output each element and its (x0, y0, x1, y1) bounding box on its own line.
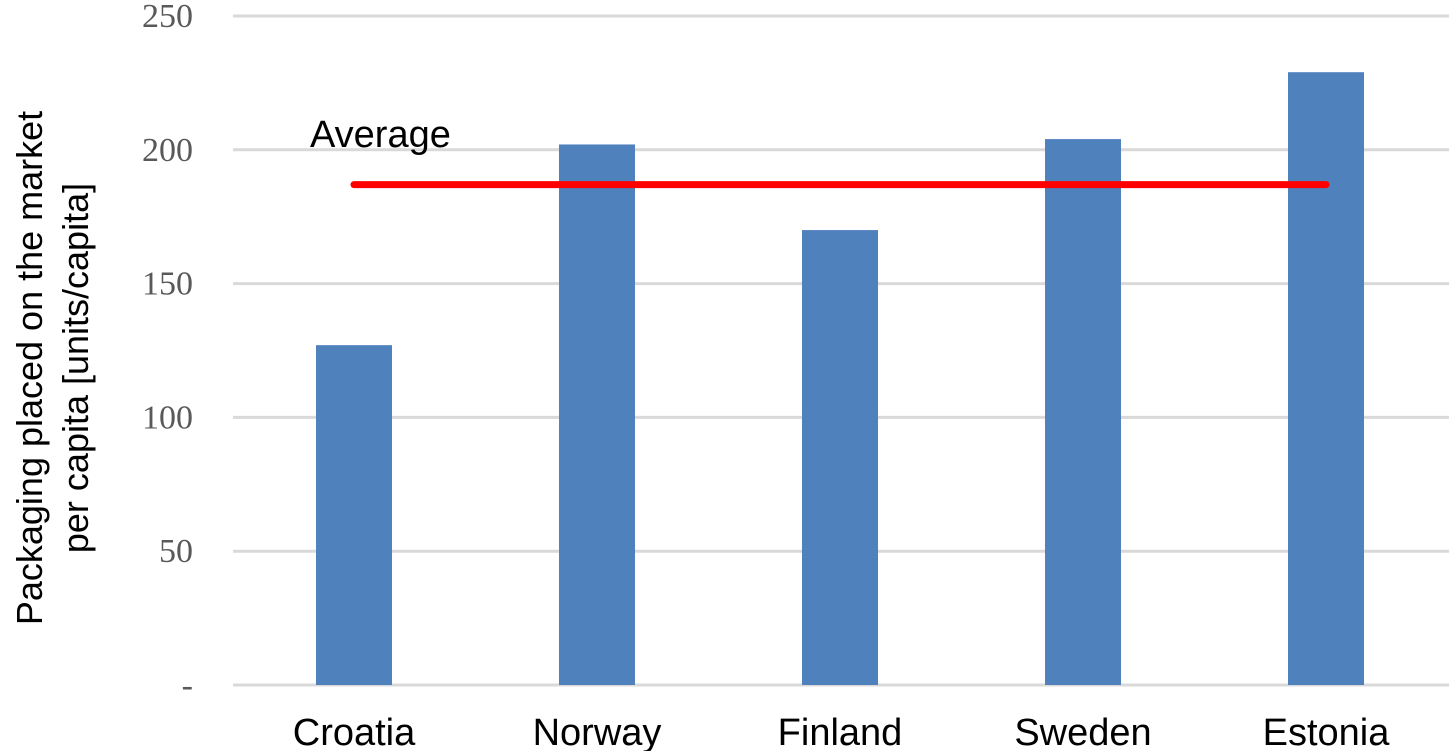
bar-finland (802, 230, 878, 685)
category-label: Estonia (1263, 712, 1391, 751)
category-label: Sweden (1014, 712, 1151, 751)
y-tick-label: 50 (159, 533, 193, 570)
y-tick-label: 100 (142, 399, 193, 436)
average-line-group: Average (310, 114, 1330, 189)
category-labels: Croatia Norway Finland Sweden Estonia (293, 712, 1390, 751)
category-label: Croatia (293, 712, 416, 751)
bar-croatia (316, 345, 392, 685)
category-label: Norway (533, 712, 662, 751)
bar-estonia (1288, 72, 1364, 686)
y-tick-label: - (182, 667, 193, 704)
category-label: Finland (778, 712, 903, 751)
bar-norway (559, 144, 635, 685)
y-axis-title-line-1: Packaging placed on the market (9, 111, 50, 625)
y-tick-label: 250 (142, 0, 193, 35)
y-tick-label: 200 (142, 132, 193, 169)
y-axis-title-line-2: per capita [units/capita] (55, 183, 96, 553)
y-tick-label: 150 (142, 266, 193, 303)
average-label: Average (310, 114, 451, 156)
bar-sweden (1045, 139, 1121, 685)
y-tick-labels: - 50 100 150 200 250 (142, 0, 193, 704)
bars (316, 72, 1364, 686)
